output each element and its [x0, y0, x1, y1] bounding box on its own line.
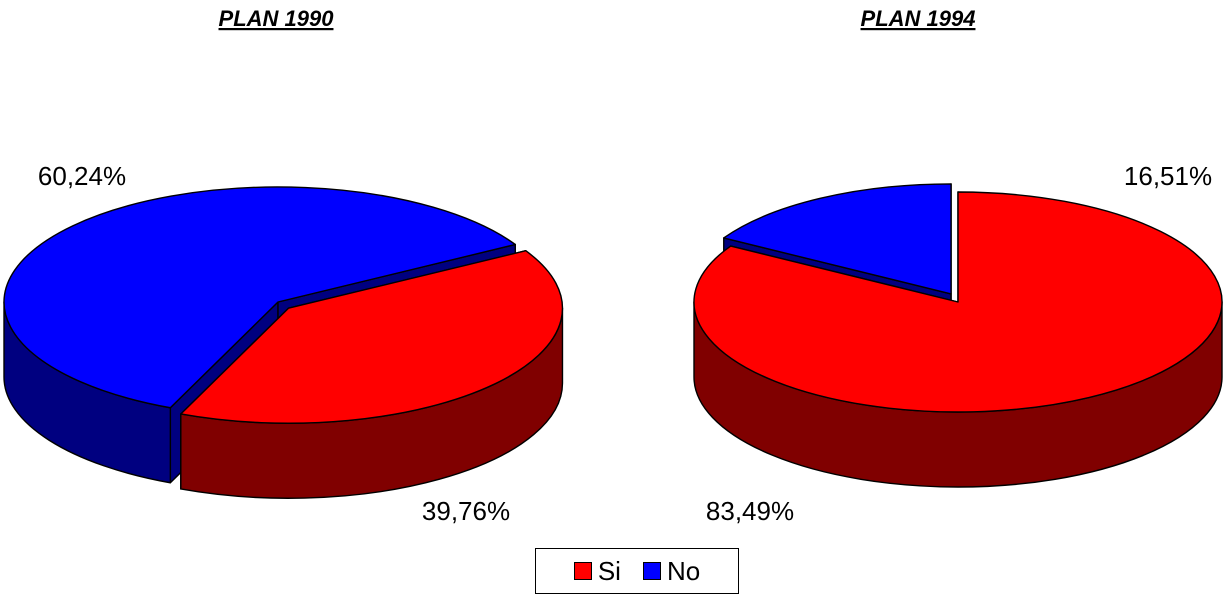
pie1-label-si: 39,76% — [422, 496, 510, 526]
pie2-slice-si — [693, 191, 1223, 488]
pie1-slice-si — [180, 250, 564, 499]
legend-swatch-no — [642, 562, 661, 580]
pie-plan-1994 — [693, 183, 1223, 488]
legend-item-no: No — [642, 555, 701, 587]
pie2-label-no: 16,51% — [1124, 161, 1212, 191]
pie1-label-no: 60,24% — [38, 161, 126, 191]
legend-label-si: Si — [597, 555, 621, 586]
chart-legend: Si No — [535, 548, 739, 594]
pie-plan-1990 — [3, 186, 564, 499]
chart-title-1: PLAN 1990 — [219, 6, 335, 31]
legend-item-si: Si — [573, 555, 621, 587]
legend-label-no: No — [666, 555, 701, 586]
chart-title-2: PLAN 1994 — [861, 6, 976, 31]
legend-swatch-si — [573, 562, 592, 580]
pie2-label-si: 83,49% — [706, 496, 794, 526]
